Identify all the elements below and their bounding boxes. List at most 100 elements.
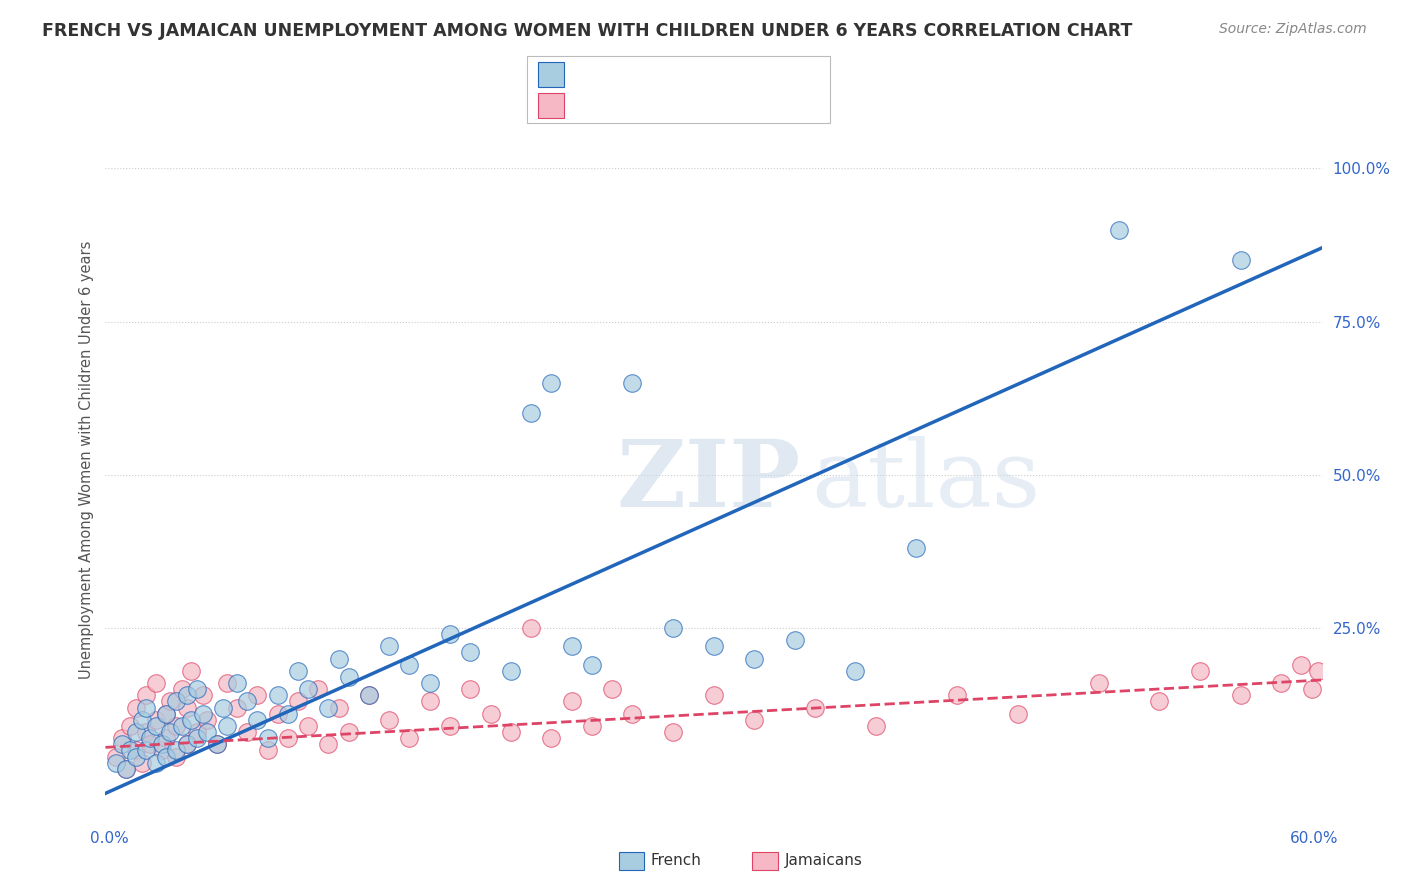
Text: ZIP: ZIP — [616, 435, 800, 525]
Point — [337, 670, 360, 684]
Point — [1291, 657, 1313, 672]
Point — [540, 376, 562, 390]
Point — [131, 756, 153, 770]
Point — [905, 541, 928, 556]
Point — [176, 688, 198, 702]
Point — [135, 725, 157, 739]
Point — [195, 713, 218, 727]
Point — [357, 688, 380, 702]
Point — [581, 719, 603, 733]
Point — [499, 664, 522, 678]
Point — [135, 700, 157, 714]
Point — [520, 621, 543, 635]
Point — [139, 737, 162, 751]
Point — [742, 713, 765, 727]
Point — [217, 719, 239, 733]
Text: French: French — [651, 854, 702, 868]
Point — [150, 737, 173, 751]
Point — [328, 651, 350, 665]
Point — [165, 719, 187, 733]
Point — [1108, 222, 1130, 236]
Point — [155, 706, 177, 721]
Point — [172, 682, 194, 697]
Point — [318, 737, 340, 751]
Text: 60.0%: 60.0% — [1291, 831, 1339, 846]
Point — [155, 749, 177, 764]
Point — [1306, 664, 1329, 678]
Point — [297, 719, 319, 733]
Point — [520, 406, 543, 420]
Y-axis label: Unemployment Among Women with Children Under 6 years: Unemployment Among Women with Children U… — [79, 240, 94, 679]
Text: FRENCH VS JAMAICAN UNEMPLOYMENT AMONG WOMEN WITH CHILDREN UNDER 6 YEARS CORRELAT: FRENCH VS JAMAICAN UNEMPLOYMENT AMONG WO… — [42, 22, 1133, 40]
Point — [111, 737, 134, 751]
Point — [398, 731, 420, 746]
Point — [318, 700, 340, 714]
Text: Source: ZipAtlas.com: Source: ZipAtlas.com — [1219, 22, 1367, 37]
Point — [125, 743, 148, 757]
Point — [176, 700, 198, 714]
Point — [165, 743, 187, 757]
Point — [155, 731, 177, 746]
Point — [139, 731, 162, 746]
Point — [1189, 664, 1212, 678]
Point — [135, 688, 157, 702]
Point — [1229, 688, 1251, 702]
Point — [104, 749, 127, 764]
Point — [357, 688, 380, 702]
Point — [131, 713, 153, 727]
Point — [804, 700, 827, 714]
Point — [267, 706, 290, 721]
Point — [1270, 676, 1292, 690]
Point — [217, 676, 239, 690]
Point — [865, 719, 887, 733]
Point — [236, 725, 259, 739]
Point — [186, 682, 208, 697]
Point — [145, 676, 167, 690]
Point — [246, 713, 269, 727]
Point — [419, 676, 441, 690]
Point — [145, 756, 167, 770]
Text: 0.0%: 0.0% — [90, 831, 129, 846]
Point — [212, 700, 235, 714]
Point — [118, 743, 141, 757]
Point — [159, 725, 181, 739]
Point — [1149, 694, 1171, 708]
Point — [267, 688, 290, 702]
Point — [226, 676, 249, 690]
Point — [176, 737, 198, 751]
Point — [540, 731, 562, 746]
Point — [150, 743, 173, 757]
Point — [165, 749, 187, 764]
Point — [307, 682, 329, 697]
Point — [662, 725, 685, 739]
Point — [125, 700, 148, 714]
Point — [180, 713, 202, 727]
Point — [111, 731, 134, 746]
Point — [337, 725, 360, 739]
Point — [195, 725, 218, 739]
Point — [118, 719, 141, 733]
Point — [186, 731, 208, 746]
Point — [1229, 253, 1251, 268]
Point — [1087, 676, 1109, 690]
Point — [439, 719, 461, 733]
Point — [499, 725, 522, 739]
Point — [702, 688, 725, 702]
Point — [186, 725, 208, 739]
Point — [205, 737, 228, 751]
Point — [172, 719, 194, 733]
Point — [419, 694, 441, 708]
Text: atlas: atlas — [811, 435, 1040, 525]
Point — [702, 640, 725, 654]
Text: R =  0.137   N = 68: R = 0.137 N = 68 — [572, 96, 734, 114]
Point — [742, 651, 765, 665]
Point — [180, 664, 202, 678]
Point — [287, 664, 309, 678]
Point — [114, 762, 136, 776]
Text: Jamaicans: Jamaicans — [785, 854, 862, 868]
Point — [378, 640, 401, 654]
Point — [458, 682, 481, 697]
Point — [205, 737, 228, 751]
Point — [439, 627, 461, 641]
Point — [297, 682, 319, 697]
